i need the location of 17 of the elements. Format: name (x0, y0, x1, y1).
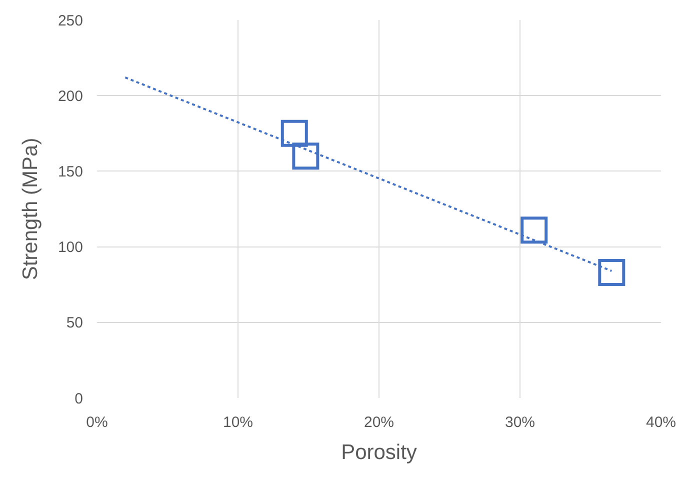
y-tick-label: 100 (58, 239, 83, 256)
y-tick-label: 0 (74, 390, 83, 408)
y-tick-label: 250 (58, 12, 83, 30)
point (292, 142, 320, 170)
y-tick-label: 150 (58, 163, 83, 180)
x-axis-title: Porosity (341, 441, 418, 464)
point (280, 120, 308, 147)
y-axis-title: Strength (MPa) (19, 138, 42, 280)
x-tick-label: 10% (222, 414, 254, 431)
x-tick-label: 40% (646, 414, 676, 431)
point (598, 259, 626, 286)
y-tick-label: 200 (58, 88, 83, 105)
x-tick-label: 30% (504, 414, 536, 431)
x-tick-label: 0% (86, 414, 108, 431)
x-tick-label: 20% (364, 414, 394, 431)
y-tick-label: 50 (66, 314, 83, 332)
point (520, 216, 548, 244)
